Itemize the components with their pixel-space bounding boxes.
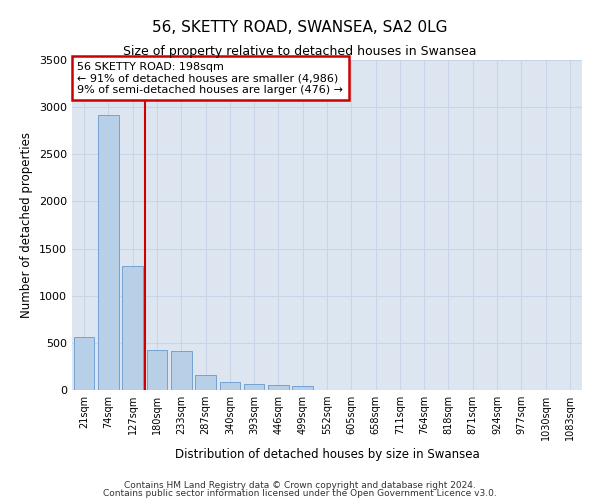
Bar <box>268 385 289 390</box>
Y-axis label: Number of detached properties: Number of detached properties <box>20 132 34 318</box>
Bar <box>292 386 313 390</box>
Text: 56 SKETTY ROAD: 198sqm
← 91% of detached houses are smaller (4,986)
9% of semi-d: 56 SKETTY ROAD: 198sqm ← 91% of detached… <box>77 62 343 95</box>
Text: Contains HM Land Registry data © Crown copyright and database right 2024.: Contains HM Land Registry data © Crown c… <box>124 480 476 490</box>
X-axis label: Distribution of detached houses by size in Swansea: Distribution of detached houses by size … <box>175 448 479 462</box>
Text: Contains public sector information licensed under the Open Government Licence v3: Contains public sector information licen… <box>103 489 497 498</box>
Bar <box>171 352 191 390</box>
Bar <box>244 384 265 390</box>
Bar <box>220 382 240 390</box>
Bar <box>74 337 94 390</box>
Text: Size of property relative to detached houses in Swansea: Size of property relative to detached ho… <box>123 45 477 58</box>
Text: 56, SKETTY ROAD, SWANSEA, SA2 0LG: 56, SKETTY ROAD, SWANSEA, SA2 0LG <box>152 20 448 35</box>
Bar <box>122 266 143 390</box>
Bar <box>195 376 216 390</box>
Bar <box>146 350 167 390</box>
Bar <box>98 114 119 390</box>
